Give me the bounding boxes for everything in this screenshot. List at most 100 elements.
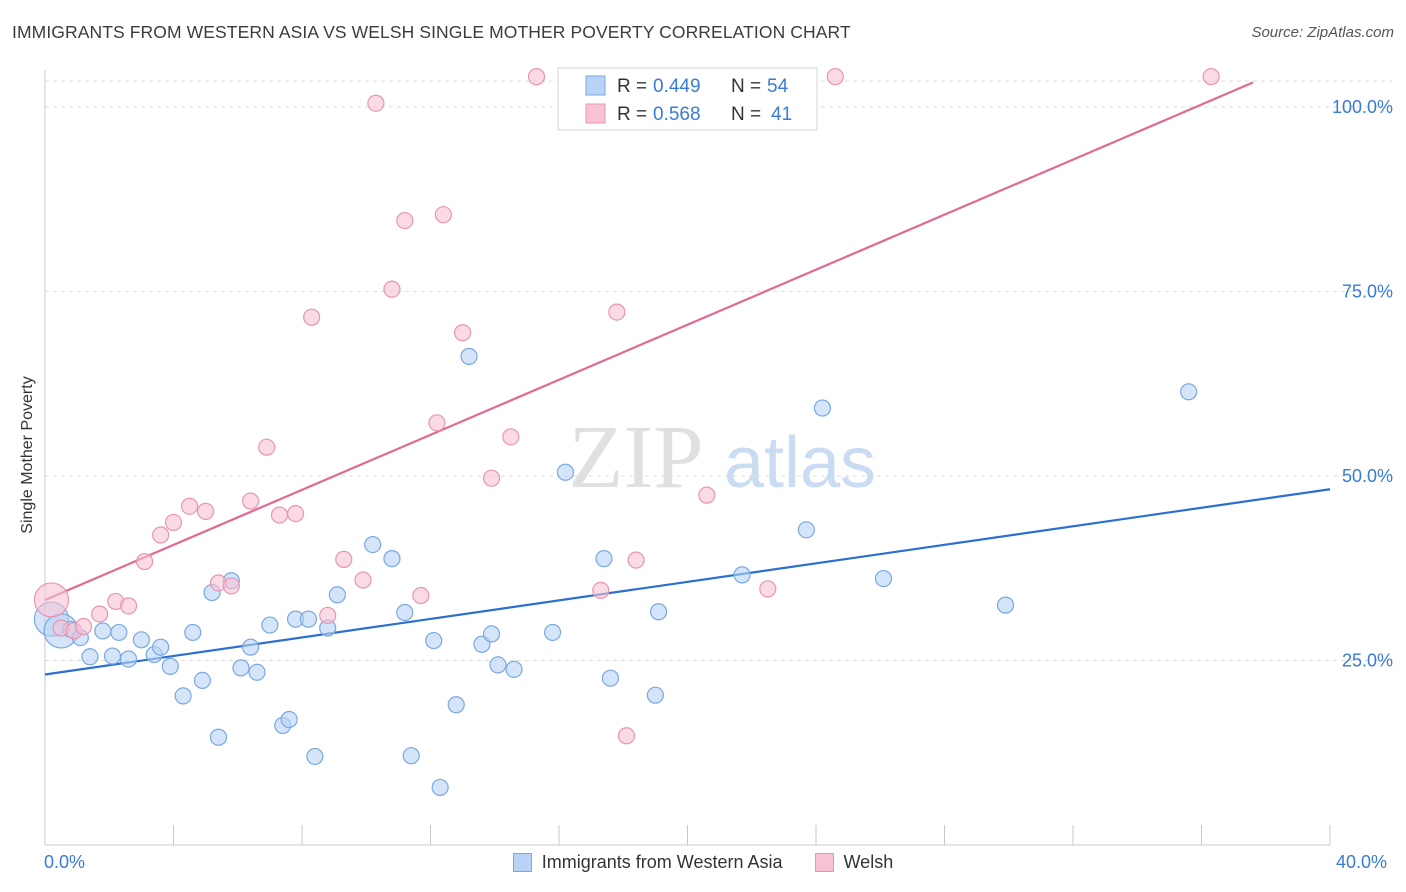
point-welsh bbox=[91, 605, 109, 623]
point-western-asia bbox=[733, 566, 751, 584]
source-credit: Source: ZipAtlas.com bbox=[1251, 24, 1394, 41]
point-western-asia bbox=[396, 603, 414, 622]
axes bbox=[44, 70, 1331, 846]
chart-title: IMMIGRANTS FROM WESTERN ASIA VS WELSH SI… bbox=[12, 22, 851, 42]
legend-n-label: N = bbox=[731, 104, 766, 125]
point-western-asia bbox=[242, 638, 260, 656]
point-western-asia bbox=[543, 623, 562, 642]
legend-r-value: 0.568 bbox=[653, 104, 701, 125]
legend-r-label: R = bbox=[617, 76, 652, 97]
x-tick-label-min: 0.0% bbox=[44, 852, 86, 872]
y-axis-title: Single Mother Poverty bbox=[19, 376, 36, 534]
point-welsh bbox=[152, 526, 170, 544]
point-western-asia bbox=[460, 347, 478, 365]
x-tick-label-max: 40.0% bbox=[1336, 852, 1388, 872]
series-legend: Immigrants from Western Asia Welsh bbox=[0, 852, 1406, 873]
point-welsh bbox=[527, 68, 546, 86]
y-tick-label: 100.0% bbox=[1332, 97, 1393, 117]
legend-n-value: 41 bbox=[771, 104, 792, 125]
point-welsh bbox=[74, 617, 93, 636]
point-welsh bbox=[617, 727, 636, 745]
point-western-asia bbox=[646, 686, 664, 704]
point-western-asia bbox=[174, 687, 192, 705]
legend-label: Immigrants from Western Asia bbox=[541, 852, 783, 872]
point-welsh bbox=[592, 581, 610, 599]
legend-item-western-asia[interactable]: Immigrants from Western Asia bbox=[512, 852, 783, 873]
point-western-asia bbox=[280, 710, 298, 729]
watermark-atlas: atlas bbox=[724, 423, 876, 503]
point-western-asia bbox=[110, 623, 128, 642]
point-western-asia bbox=[261, 616, 279, 634]
point-welsh bbox=[759, 580, 777, 598]
legend-row-pink: R = 0.568 N = 41 bbox=[617, 104, 792, 125]
point-western-asia bbox=[505, 660, 523, 678]
point-welsh bbox=[354, 571, 372, 589]
point-welsh bbox=[826, 68, 844, 86]
point-western-asia bbox=[996, 596, 1015, 614]
trend-line-welsh bbox=[44, 81, 1254, 601]
point-western-asia bbox=[248, 663, 266, 681]
gridlines bbox=[45, 80, 1392, 661]
point-welsh bbox=[258, 438, 276, 456]
legend-n-value: 54 bbox=[767, 76, 789, 97]
point-western-asia bbox=[232, 659, 250, 677]
point-western-asia bbox=[119, 650, 138, 668]
watermark: ZIP atlas bbox=[569, 408, 877, 507]
legend-swatch-pink bbox=[585, 103, 606, 124]
legend-r-value: 0.449 bbox=[653, 76, 701, 97]
point-western-asia bbox=[601, 669, 620, 687]
trend-lines bbox=[44, 81, 1331, 676]
legend-swatch-blue bbox=[585, 75, 606, 96]
point-welsh bbox=[180, 497, 199, 515]
legend-swatch bbox=[814, 853, 834, 872]
point-welsh bbox=[367, 94, 385, 112]
point-western-asia bbox=[364, 535, 382, 554]
point-western-asia bbox=[328, 586, 346, 604]
point-western-asia bbox=[813, 399, 832, 417]
point-western-asia bbox=[1180, 383, 1198, 401]
point-welsh bbox=[627, 551, 645, 569]
point-western-asia bbox=[161, 657, 179, 675]
point-western-asia bbox=[595, 550, 613, 568]
point-welsh bbox=[482, 469, 501, 487]
point-western-asia bbox=[797, 521, 815, 539]
point-welsh bbox=[135, 552, 154, 571]
point-welsh bbox=[383, 280, 401, 298]
point-western-asia bbox=[81, 648, 99, 666]
point-welsh bbox=[428, 414, 446, 432]
y-tick-labels: 25.0% 50.0% 75.0% 100.0% bbox=[1332, 97, 1393, 671]
point-western-asia bbox=[489, 656, 507, 674]
legend-row-blue: R = 0.449 N = 54 bbox=[617, 76, 789, 97]
point-western-asia bbox=[209, 728, 228, 746]
point-welsh bbox=[502, 428, 520, 446]
point-welsh bbox=[608, 303, 626, 321]
point-welsh bbox=[164, 513, 183, 532]
point-western-asia bbox=[874, 569, 893, 588]
legend-r-label: R = bbox=[617, 104, 652, 125]
point-welsh bbox=[197, 502, 215, 520]
point-western-asia bbox=[383, 550, 401, 568]
point-western-asia bbox=[649, 603, 668, 621]
y-tick-label: 25.0% bbox=[1342, 650, 1393, 670]
point-western-asia bbox=[447, 696, 465, 714]
point-western-asia bbox=[184, 623, 202, 642]
point-welsh bbox=[119, 597, 138, 615]
stats-legend: R = 0.449 N = 54 R = 0.568 N = 41 bbox=[557, 67, 818, 131]
y-tick-label: 75.0% bbox=[1342, 281, 1393, 301]
point-western-asia bbox=[94, 622, 112, 640]
point-welsh bbox=[1202, 68, 1220, 86]
point-welsh bbox=[698, 486, 716, 504]
point-welsh bbox=[33, 582, 70, 618]
point-western-asia bbox=[299, 610, 318, 628]
point-western-asia bbox=[306, 747, 324, 766]
point-western-asia bbox=[193, 671, 212, 690]
point-western-asia bbox=[482, 625, 501, 643]
y-tick-label: 50.0% bbox=[1342, 466, 1393, 486]
point-welsh bbox=[335, 550, 353, 568]
legend-item-welsh[interactable]: Welsh bbox=[814, 852, 893, 873]
point-welsh bbox=[286, 504, 305, 523]
watermark-zip: ZIP bbox=[569, 408, 704, 507]
point-western-asia bbox=[103, 647, 122, 665]
legend-n-label: N = bbox=[731, 76, 766, 97]
